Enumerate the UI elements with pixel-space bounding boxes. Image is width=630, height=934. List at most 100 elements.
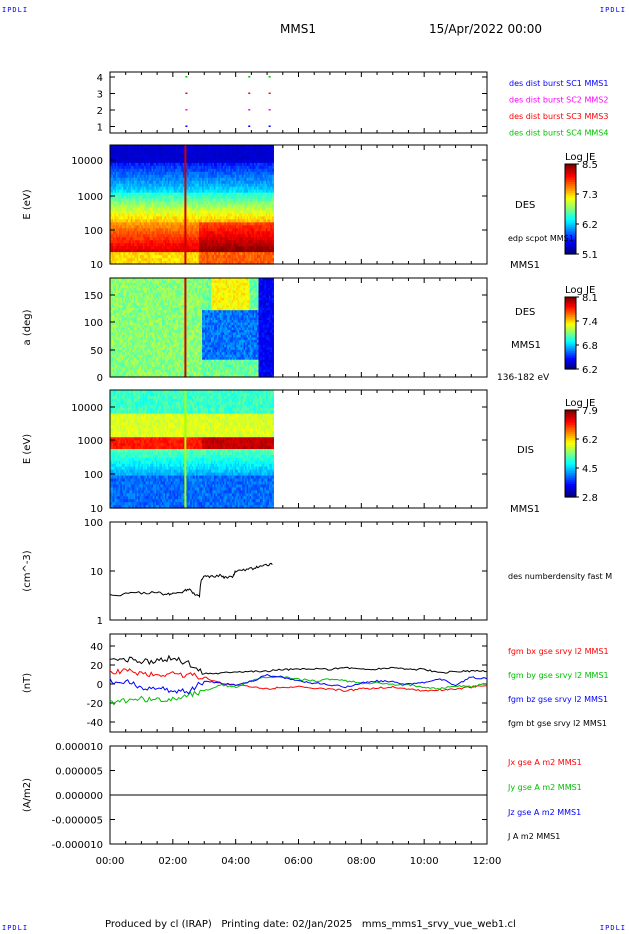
heatmap-cell bbox=[114, 352, 117, 356]
heatmap-cell bbox=[127, 189, 130, 194]
heatmap-cell bbox=[258, 204, 261, 209]
heatmap-cell bbox=[172, 189, 175, 194]
heatmap-cell bbox=[187, 222, 190, 226]
heatmap-cell bbox=[121, 228, 124, 232]
heatmap-cell bbox=[127, 168, 130, 173]
heatmap-cell bbox=[205, 180, 208, 185]
heatmap-cell bbox=[236, 249, 239, 253]
heatmap-cell bbox=[129, 219, 132, 223]
heatmap-cell bbox=[160, 198, 163, 203]
heatmap-cell bbox=[225, 231, 228, 235]
heatmap-cell bbox=[112, 225, 116, 229]
heatmap-cell bbox=[212, 177, 215, 182]
heatmap-cell bbox=[236, 252, 239, 256]
heatmap-cell bbox=[193, 237, 196, 241]
heatmap-cell bbox=[261, 192, 264, 197]
heatmap-cell bbox=[205, 189, 208, 194]
heatmap-cell bbox=[164, 258, 168, 262]
heatmap-cell bbox=[270, 159, 273, 164]
heatmap-cell bbox=[222, 159, 225, 164]
heatmap-cell bbox=[196, 195, 199, 200]
heatmap-cell bbox=[246, 261, 249, 265]
heatmap-cell bbox=[209, 168, 212, 173]
heatmap-cell bbox=[170, 210, 173, 215]
heatmap-cell bbox=[138, 258, 141, 262]
heatmap-cell bbox=[151, 237, 154, 241]
heatmap-cell bbox=[268, 204, 271, 209]
heatmap-cell bbox=[255, 153, 258, 158]
heatmap-cell bbox=[187, 201, 190, 206]
heatmap-cell bbox=[188, 145, 191, 149]
heatmap-cell bbox=[254, 258, 257, 262]
heatmap-cell bbox=[117, 249, 120, 253]
heatmap-cell bbox=[164, 261, 168, 265]
heatmap-cell bbox=[179, 159, 182, 164]
heatmap-cell bbox=[148, 159, 151, 164]
heatmap-cell bbox=[160, 156, 163, 161]
heatmap-cell bbox=[141, 237, 144, 241]
burst-label: des dist burst SC2 MMS2 bbox=[509, 96, 608, 105]
heatmap-cell bbox=[218, 246, 221, 250]
heatmap-cell bbox=[199, 186, 202, 191]
heatmap-cell bbox=[205, 162, 208, 167]
heatmap-cell bbox=[246, 231, 249, 235]
heatmap-cell bbox=[230, 177, 233, 182]
heatmap-cell bbox=[133, 243, 136, 247]
heatmap-cell bbox=[132, 192, 135, 197]
heatmap-cell bbox=[142, 192, 145, 197]
heatmap-cell bbox=[193, 249, 196, 253]
heatmap-cell bbox=[163, 207, 166, 212]
heatmap-cell bbox=[213, 222, 217, 226]
heatmap-cell bbox=[160, 159, 163, 164]
heatmap-cell bbox=[237, 252, 240, 256]
heatmap-cell bbox=[175, 165, 178, 170]
heatmap-cell bbox=[257, 246, 260, 250]
heatmap-cell bbox=[210, 147, 214, 152]
heatmap-cell bbox=[170, 145, 173, 149]
heatmap-cell bbox=[112, 147, 116, 152]
heatmap-cell bbox=[110, 352, 113, 356]
heatmap-cell bbox=[191, 201, 194, 206]
heatmap-cell bbox=[159, 240, 162, 244]
heatmap-cell bbox=[240, 216, 243, 220]
heatmap-cell bbox=[210, 156, 214, 161]
heatmap-cell bbox=[262, 252, 266, 256]
heatmap-cell bbox=[147, 228, 150, 232]
heatmap-cell bbox=[242, 186, 245, 191]
heatmap-cell bbox=[221, 222, 224, 226]
heatmap-cell bbox=[164, 189, 168, 194]
heatmap-cell bbox=[167, 145, 171, 149]
heatmap-cell bbox=[178, 246, 181, 250]
heatmap-cell bbox=[176, 249, 179, 253]
heatmap-cell bbox=[213, 189, 217, 194]
heatmap-cell bbox=[118, 165, 121, 170]
heatmap-cell bbox=[205, 234, 208, 238]
heatmap-cell bbox=[133, 183, 136, 188]
heatmap-cell bbox=[236, 192, 239, 197]
heatmap-cell bbox=[148, 249, 151, 253]
heatmap-cell bbox=[112, 357, 116, 361]
heatmap-cell bbox=[159, 192, 162, 197]
heatmap-cell bbox=[118, 204, 121, 209]
heatmap-cell bbox=[251, 210, 254, 215]
heatmap-cell bbox=[129, 210, 132, 215]
heatmap-cell bbox=[248, 165, 251, 170]
heatmap-cell bbox=[175, 219, 178, 223]
heatmap-cell bbox=[167, 249, 171, 253]
heatmap-cell bbox=[121, 145, 124, 149]
heatmap-cell bbox=[148, 150, 151, 155]
heatmap-cell bbox=[240, 201, 243, 206]
heatmap-cell bbox=[257, 219, 260, 223]
heatmap-cell bbox=[224, 219, 227, 223]
heatmap-cell bbox=[121, 237, 124, 241]
heatmap-cell bbox=[252, 258, 255, 262]
heatmap-cell bbox=[110, 290, 113, 294]
heatmap-cell bbox=[135, 237, 138, 241]
heatmap-cell bbox=[144, 219, 147, 223]
heatmap-cell bbox=[197, 204, 200, 209]
heatmap-cell bbox=[234, 219, 237, 223]
heatmap-cell bbox=[120, 225, 123, 229]
heatmap-cell bbox=[145, 180, 148, 185]
heatmap-cell bbox=[268, 228, 271, 232]
heatmap-cell bbox=[182, 204, 185, 209]
